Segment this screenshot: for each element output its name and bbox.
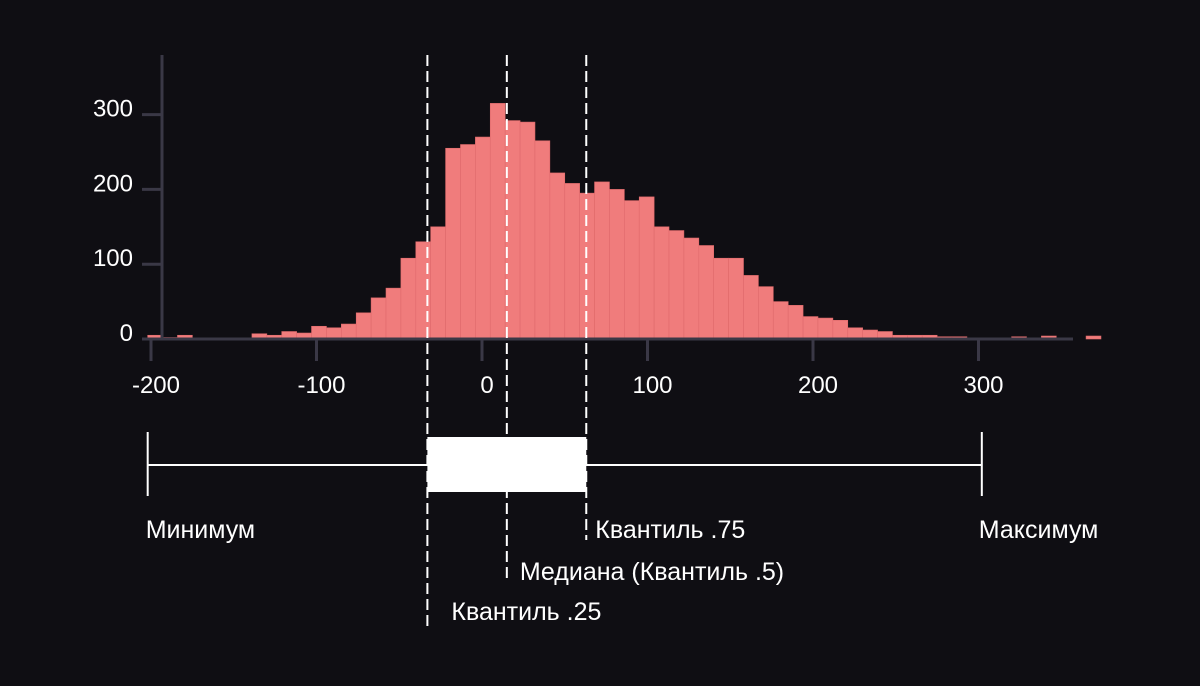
- y-tick-label: 300: [93, 96, 133, 123]
- histogram-bar: [594, 181, 610, 340]
- histogram-bar: [460, 144, 476, 340]
- histogram-bar: [817, 317, 834, 340]
- histogram-bar: [698, 245, 714, 340]
- q1-annotation-label: Квантиль .25: [451, 598, 601, 626]
- histogram-bar: [743, 275, 759, 340]
- histogram-bar: [326, 327, 342, 340]
- histogram-bar: [802, 316, 819, 340]
- y-tick-label: 100: [93, 245, 133, 272]
- quantile-guide-lines: [426, 55, 588, 628]
- histogram-bar: [415, 241, 431, 340]
- histogram-bar: [683, 237, 700, 340]
- axes: [160, 55, 1073, 341]
- histogram-bar: [1085, 335, 1102, 340]
- histogram-bar: [653, 226, 670, 340]
- x-tick-label: 200: [798, 372, 838, 399]
- histogram-bar: [832, 319, 849, 340]
- histogram-bar: [355, 312, 372, 340]
- median-annotation-label: Медиана (Квантиль .5): [520, 558, 784, 586]
- x-tick-label: 300: [963, 372, 1003, 399]
- y-tick-label: 0: [120, 320, 133, 347]
- y-tick-label: 200: [93, 170, 133, 197]
- histogram-bars: [147, 103, 1102, 340]
- histogram-bar: [519, 121, 536, 340]
- histogram-bar: [400, 257, 417, 340]
- boxplot: [146, 432, 983, 496]
- q3-annotation-label: Квантиль .75: [595, 516, 745, 544]
- x-tick-label: -100: [297, 372, 345, 399]
- histogram-bar: [713, 257, 729, 340]
- histogram-bar: [549, 172, 566, 340]
- histogram-bar: [638, 196, 655, 340]
- histogram-bar: [668, 230, 685, 340]
- histogram-bar: [758, 286, 774, 340]
- histogram-bar: [534, 140, 551, 340]
- histogram-bar: [847, 327, 863, 340]
- axis-ticks: [142, 113, 980, 361]
- histogram-bar: [430, 226, 446, 340]
- histogram-bar: [341, 323, 357, 340]
- histogram-bar: [385, 287, 402, 340]
- max-annotation-label: Максимум: [979, 516, 1099, 544]
- histogram-bar: [609, 189, 625, 340]
- histogram-bar: [728, 257, 744, 340]
- histogram-bar: [311, 325, 327, 340]
- min-annotation-label: Минимум: [146, 516, 255, 544]
- histogram-bar: [475, 136, 491, 340]
- boxplot-annotations: Минимум Квантиль .75 Максимум Медиана (Кван…: [146, 516, 1099, 626]
- histogram-bar: [624, 200, 640, 340]
- histogram-bar: [787, 305, 804, 340]
- x-tick-label: 100: [632, 372, 672, 399]
- histogram-bar: [445, 147, 461, 340]
- histogram-bar: [370, 297, 387, 340]
- histogram-bar: [564, 183, 580, 340]
- x-tick-label: -200: [132, 372, 180, 399]
- x-tick-label: 0: [480, 372, 493, 399]
- histogram-bar: [489, 103, 506, 340]
- axis-tick-labels: -200 -100 0 100 200 300 0 100 200 300: [93, 96, 1004, 399]
- histogram-bar: [772, 301, 789, 340]
